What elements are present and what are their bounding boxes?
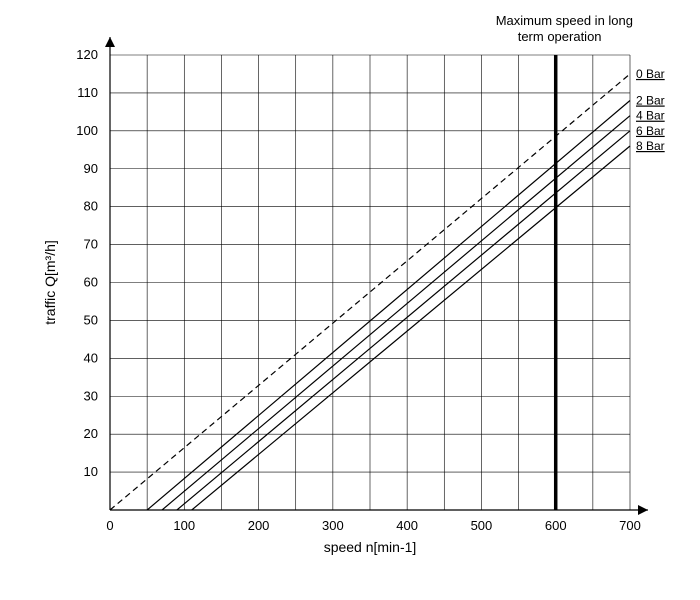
- y-tick-label: 110: [77, 85, 98, 100]
- series-label: 2 Bar: [636, 94, 665, 108]
- y-tick-label: 100: [76, 123, 98, 138]
- y-tick-label: 10: [84, 464, 98, 479]
- y-tick-label: 60: [84, 275, 98, 290]
- x-tick-label: 0: [106, 518, 113, 533]
- chart-container: 0 100 200 300 400 500 600 700 10 20 30 40 50 60 70 80 90…: [0, 0, 700, 600]
- traffic-speed-chart: 0 100 200 300 400 500 600 700 10 20 30 40 50 60 70 80 90…: [0, 0, 700, 600]
- y-tick-label: 20: [84, 426, 98, 441]
- y-tick-label: 30: [84, 388, 98, 403]
- annotation-line1: Maximum speed in long: [496, 13, 633, 28]
- y-tick-label: 80: [84, 199, 98, 214]
- series-label: 4 Bar: [636, 109, 665, 123]
- series-line: [162, 116, 630, 510]
- y-tick-label: 40: [84, 350, 98, 365]
- x-tick-label: 700: [619, 518, 641, 533]
- x-tick-label: 600: [545, 518, 567, 533]
- series-line: [147, 101, 630, 511]
- y-tick-label: 70: [84, 237, 98, 252]
- x-tick-label: 500: [471, 518, 493, 533]
- x-tick-label: 200: [248, 518, 270, 533]
- series-label: 0 Bar: [636, 67, 665, 81]
- x-tick-label: 100: [173, 518, 195, 533]
- series-label: 8 Bar: [636, 139, 665, 153]
- x-tick-label: 300: [322, 518, 344, 533]
- series-line: [192, 146, 630, 510]
- x-tick-label: 400: [396, 518, 418, 533]
- y-axis-label: traffic Q[m³/h]: [42, 240, 58, 325]
- series-label: 6 Bar: [636, 124, 665, 138]
- x-axis-label: speed n[min-1]: [324, 539, 417, 555]
- y-tick-label: 120: [76, 47, 98, 62]
- y-tick-label: 90: [84, 161, 98, 176]
- y-axis-arrow: [105, 37, 115, 47]
- y-tick-label: 50: [84, 312, 98, 327]
- x-axis-arrow: [638, 505, 648, 515]
- annotation-line2: term operation: [518, 29, 602, 44]
